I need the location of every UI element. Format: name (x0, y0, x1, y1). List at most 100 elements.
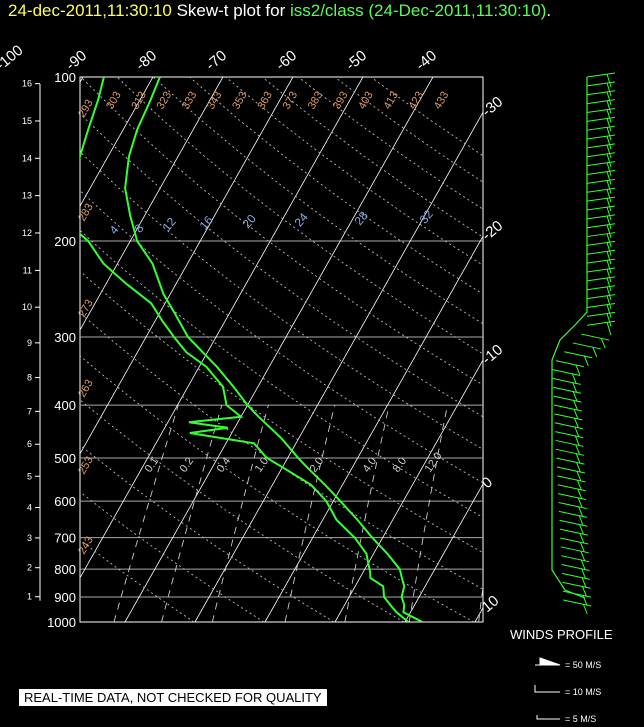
wind-barb-flag (592, 346, 598, 358)
dry-adiabat-line (152, 77, 483, 325)
isotherm-line (80, 77, 364, 579)
wind-barb (558, 510, 588, 518)
isotherm-line (545, 77, 644, 622)
wind-barb-flag (606, 277, 612, 292)
temperature-top-label: -100 (0, 42, 27, 74)
wind-barb (553, 395, 582, 403)
height-label: 9 (27, 338, 32, 348)
adiabat-label: 333 (180, 90, 200, 112)
adiabat-label: 303 (104, 90, 124, 112)
wind-barb-flag (579, 532, 585, 544)
wind-barb-flag (572, 382, 578, 393)
wind-barb (586, 187, 616, 193)
wind-barb-flag (573, 399, 578, 411)
isotherm-line (615, 77, 644, 622)
wind-barb (557, 475, 586, 483)
wind-barb (586, 302, 616, 308)
wind-barb (559, 519, 588, 527)
wind-barb (555, 448, 585, 456)
adiabat-label: 413 (381, 90, 401, 112)
wind-barb (586, 294, 616, 300)
wind-barb (572, 342, 601, 350)
sounding-profiles (80, 77, 423, 622)
wind-barb-flag (578, 515, 584, 526)
temperature-top-label: -80 (133, 47, 161, 74)
mixing-ratio-grid (113, 404, 634, 622)
wind-barb-flag (578, 524, 584, 535)
mixing-ratio-line (161, 404, 223, 622)
wind-barb-flag (606, 233, 612, 247)
title-period: . (546, 1, 552, 20)
isotherm-line (194, 111, 483, 622)
dry-adiabat-grid (80, 77, 483, 622)
mixing-ratio-line (599, 405, 618, 622)
wind-barb (552, 386, 582, 394)
dry-adiabat-line (298, 77, 483, 210)
wind-barb-flag (606, 322, 612, 336)
wind-barb-flag (574, 435, 580, 446)
wind-barb-flag (606, 215, 612, 229)
wind-barb (555, 360, 584, 368)
wind-barb (586, 90, 616, 96)
temperature-top-label: -50 (343, 47, 371, 74)
wind-barb (586, 223, 616, 229)
wind-barb-flag (606, 268, 612, 283)
height-label: 14 (22, 153, 32, 163)
plot-frame (79, 76, 484, 623)
mixing-ratio-line (617, 405, 634, 622)
wind-barb-flag (573, 417, 579, 429)
pressure-label: 600 (54, 494, 76, 509)
isotherm-line (404, 483, 483, 622)
wind-barb-flag (606, 180, 612, 194)
wind-barb-flag (606, 82, 612, 97)
wind-barb-flag (577, 497, 583, 508)
wind-barb (552, 369, 581, 377)
wind-barb (558, 502, 587, 509)
legend-5-label: = 5 M/S (565, 714, 597, 724)
wind-barb (563, 599, 592, 607)
adiabat-label: 353 (230, 90, 250, 112)
height-label: 1 (27, 592, 32, 602)
height-label: 5 (27, 471, 32, 481)
temperature-top-label: -70 (203, 47, 231, 74)
quality-note: REAL-TIME DATA, NOT CHECKED FOR QUALITY (19, 689, 327, 706)
pressure-label: 500 (54, 451, 76, 466)
wind-barb-flag (583, 355, 589, 366)
adiabat-label: 393 (331, 90, 351, 112)
wind-barb-flag (581, 577, 587, 588)
temperature-top-label: -40 (413, 47, 441, 74)
wind-barb (586, 107, 616, 113)
wind-barb-flag (606, 162, 612, 176)
wind-barb (554, 413, 583, 421)
wind-barb (556, 466, 585, 474)
dry-adiabat-line (225, 77, 483, 266)
height-label: 4 (27, 502, 32, 512)
dry-adiabat-line (80, 312, 483, 590)
wind-barb-flag (606, 197, 612, 212)
wind-barb (560, 537, 589, 545)
adiabat-label: 403 (356, 90, 376, 112)
wind-barb-flag (575, 364, 581, 375)
wind-barb-flag (606, 100, 612, 114)
mixing-ratio-label: 28 (352, 208, 372, 227)
wind-barb-flag (575, 444, 581, 455)
dry-adiabat-line (80, 399, 405, 622)
adiabat-label: 263 (76, 378, 96, 400)
mixing-ratio-label: 12 (160, 214, 180, 233)
isotherm-line (334, 359, 483, 622)
pressure-label: 1000 (47, 615, 76, 630)
temperature-profile (124, 77, 423, 622)
wind-barb (586, 99, 616, 105)
wind-barb (586, 205, 616, 211)
timestamp: 24-dec-2011,11:30:10 (8, 1, 172, 20)
wind-barb (586, 134, 616, 140)
axis-labels: 1002003004005006007008009001000123456789… (0, 42, 506, 630)
wind-barb (586, 152, 616, 158)
wind-barb-flag (606, 251, 612, 265)
wind-barb-flag (579, 541, 585, 553)
wind-barb-flag (606, 304, 612, 318)
wind-barb-flag (606, 171, 612, 185)
mixing-ratio-label: 20 (240, 211, 260, 230)
wind-barb (586, 170, 616, 176)
pressure-label: 400 (54, 398, 76, 413)
